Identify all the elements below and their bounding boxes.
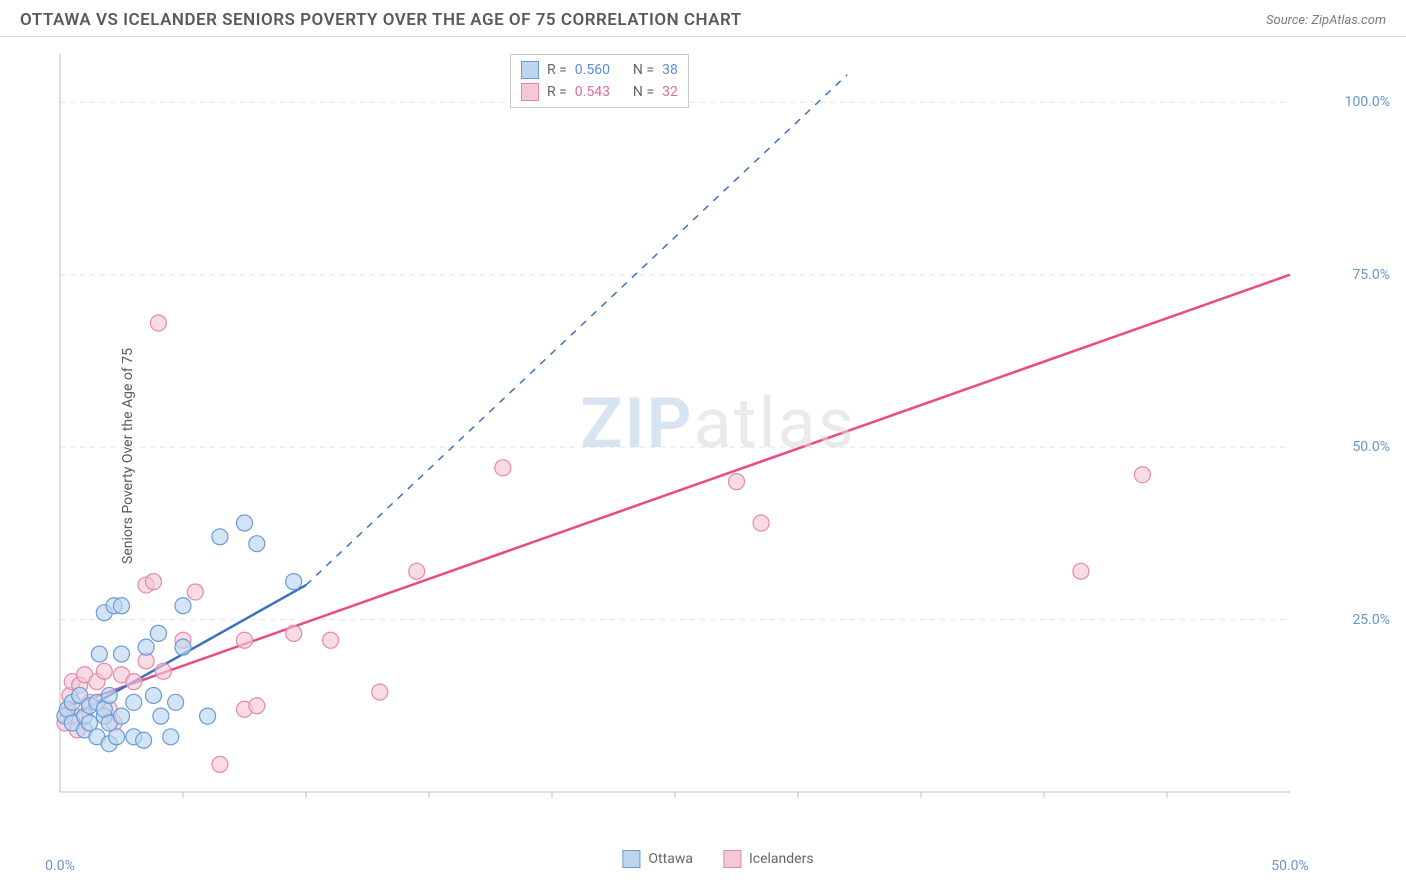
chart-title: OTTAWA VS ICELANDER SENIORS POVERTY OVER… [20, 10, 742, 30]
correlation-row-icelanders: R = 0.543 N = 32 [521, 81, 678, 103]
n-value-icelanders: 32 [662, 84, 678, 100]
header: OTTAWA VS ICELANDER SENIORS POVERTY OVER… [0, 0, 1406, 37]
x-tick-label: 0.0% [45, 858, 75, 874]
legend-item-ottawa: Ottawa [622, 850, 693, 868]
swatch-ottawa [521, 61, 539, 79]
correlation-row-ottawa: R = 0.560 N = 38 [521, 59, 678, 81]
y-tick-label: 75.0% [1352, 267, 1390, 283]
swatch-ottawa-bottom [622, 850, 640, 868]
swatch-icelanders [521, 83, 539, 101]
legend-label-icelanders: Icelanders [749, 851, 814, 867]
chart-area: Seniors Poverty Over the Age of 75 ZIPat… [50, 50, 1386, 862]
y-tick-label: 50.0% [1352, 439, 1390, 455]
scatter-plot [50, 50, 1350, 820]
source-value: ZipAtlas.com [1311, 13, 1386, 28]
y-tick-label: 25.0% [1352, 612, 1390, 628]
n-label-icelanders: N = [633, 84, 654, 100]
series-legend: Ottawa Icelanders [622, 850, 813, 868]
x-tick-label: 50.0% [1271, 858, 1309, 874]
r-label-ottawa: R = [547, 62, 567, 78]
legend-label-ottawa: Ottawa [648, 851, 693, 867]
swatch-icelanders-bottom [723, 850, 741, 868]
y-axis-label: Seniors Poverty Over the Age of 75 [120, 348, 136, 564]
correlation-legend: R = 0.560 N = 38 R = 0.543 N = 32 [510, 54, 689, 108]
source-attribution: Source: ZipAtlas.com [1266, 13, 1386, 28]
n-label-ottawa: N = [633, 62, 654, 78]
n-value-ottawa: 38 [662, 62, 678, 78]
source-label: Source: [1266, 13, 1308, 28]
r-label-icelanders: R = [547, 84, 567, 100]
r-value-ottawa: 0.560 [575, 62, 610, 78]
r-value-icelanders: 0.543 [575, 84, 610, 100]
y-tick-label: 100.0% [1345, 94, 1390, 110]
legend-item-icelanders: Icelanders [723, 850, 814, 868]
